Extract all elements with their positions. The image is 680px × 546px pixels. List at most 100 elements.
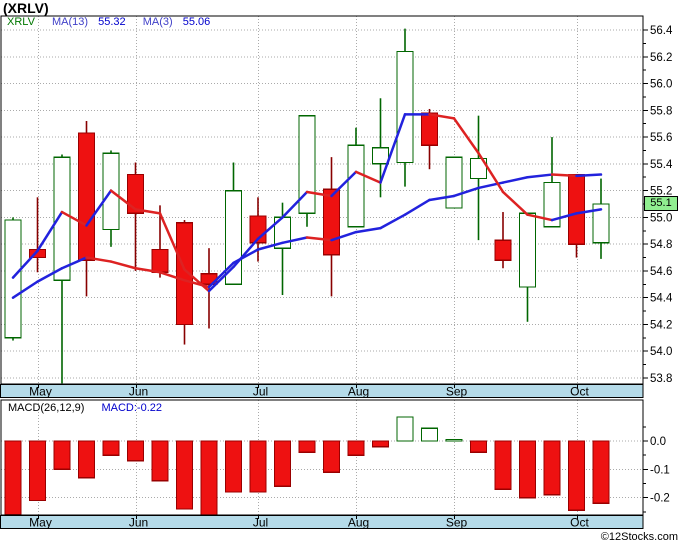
candle-body — [77, 132, 96, 261]
price-tick-label: 53.8 — [650, 373, 672, 385]
macd-bar — [322, 440, 341, 473]
ma3-segment — [526, 213, 554, 222]
ma13-segment — [158, 271, 186, 282]
month-label: Jul — [253, 385, 268, 399]
ma3-segment — [183, 268, 211, 293]
candle-body — [322, 188, 341, 256]
month-label: Sep — [446, 516, 468, 530]
candle-body — [469, 157, 488, 180]
watermark-link[interactable]: ©12Stocks.com — [600, 531, 678, 543]
macd-legend: MACD(26,12,9) MACD:-0.22 — [8, 402, 162, 414]
candle-body — [567, 173, 586, 245]
month-label: May — [29, 385, 52, 399]
ma3-segment — [428, 113, 456, 120]
macd-tick-label: -0.1 — [650, 464, 670, 476]
macd-bar — [592, 440, 610, 504]
ma3-segment — [501, 190, 529, 216]
macd-bar — [273, 440, 292, 487]
month-label: Oct — [570, 516, 589, 530]
ma13-segment — [428, 194, 456, 202]
ma13-segment — [11, 280, 39, 299]
month-label: May — [29, 516, 52, 530]
ma3-segment — [550, 212, 578, 222]
month-label: Aug — [348, 516, 369, 530]
macd-bar — [126, 440, 145, 462]
price-legend: XRLV MA(13) 55.32 MA(3) 55.06 — [7, 16, 210, 28]
price-tick-label: 55.4 — [650, 159, 673, 171]
ma13-segment — [281, 236, 309, 245]
price-month-band — [0, 384, 644, 398]
ma13-segment — [575, 173, 603, 178]
candle-body — [151, 248, 169, 273]
candle-body — [126, 173, 145, 215]
macd-bar — [371, 440, 390, 448]
macd-bar — [53, 440, 71, 470]
month-label: Sep — [446, 385, 468, 399]
macd-bar — [469, 440, 488, 453]
candle-body — [298, 115, 316, 215]
price-tick-label: 56.2 — [650, 52, 672, 64]
candle-body — [445, 156, 463, 209]
price-tick-label: 54.8 — [650, 239, 672, 251]
price-tick-label: 56.0 — [650, 79, 672, 91]
candle-body — [592, 203, 610, 244]
price-tick-label: 55.6 — [650, 132, 672, 144]
ma3-segment — [281, 190, 309, 219]
ma13-segment — [134, 267, 162, 274]
ma3-segment — [134, 208, 162, 215]
ma3-segment — [109, 189, 137, 211]
macd-bar — [4, 440, 22, 516]
ma13-segment — [550, 173, 578, 178]
macd-bar — [396, 416, 414, 442]
price-tick-label: 55.8 — [650, 105, 672, 117]
macd-bar — [28, 440, 47, 502]
candle-body — [175, 222, 194, 326]
ma13-segment — [379, 213, 407, 230]
macd-bar — [224, 440, 243, 493]
ma13-segment — [85, 256, 113, 263]
month-label: Aug — [348, 385, 369, 399]
ma13-segment — [207, 261, 235, 289]
ma13-segment — [36, 267, 64, 283]
ma3-segment — [232, 237, 260, 269]
month-label: Jul — [253, 516, 268, 530]
candle-body — [53, 156, 71, 281]
ma3-segment — [207, 265, 235, 293]
macd-bar — [543, 440, 561, 496]
ma13-segment — [403, 198, 431, 216]
price-tick-label: 54.0 — [650, 346, 672, 358]
macd-bar — [175, 440, 194, 510]
price-tick-label: 54.4 — [650, 293, 673, 305]
legend-ma13-value: 55.32 — [98, 16, 126, 28]
ma3-segment — [85, 189, 113, 227]
macd-bar — [151, 440, 169, 482]
macd-bar — [567, 440, 586, 511]
legend-ma3-label: MA(3) — [142, 16, 173, 28]
ma13-segment — [330, 230, 358, 242]
legend-ma3-value: 55.06 — [182, 16, 211, 28]
macd-current-value: MACD:-0.22 — [101, 402, 163, 414]
candle-body — [347, 144, 365, 228]
page-title: (XRLV) — [3, 0, 49, 16]
ma3-segment — [158, 212, 186, 271]
candle-body — [494, 239, 512, 261]
macd-bar — [298, 440, 316, 453]
ma3-segment — [575, 208, 603, 215]
macd-bar — [445, 438, 463, 442]
ma3-segment — [452, 117, 480, 155]
last-price-badge: 55.1 — [644, 196, 678, 211]
macd-bar — [249, 440, 267, 493]
legend-ma13-label: MA(13) — [51, 16, 89, 28]
ma3-segment — [354, 170, 382, 184]
ma3-segment — [36, 210, 64, 253]
ma13-segment — [526, 173, 554, 179]
candle-body — [420, 112, 439, 146]
macd-bar — [518, 440, 537, 499]
price-tick-label: 55.2 — [650, 186, 672, 198]
macd-bar — [200, 440, 218, 517]
ma13-segment — [305, 236, 333, 242]
month-label: Jun — [129, 516, 148, 530]
candle-body — [518, 212, 537, 288]
price-tick-label: 54.6 — [650, 266, 672, 278]
